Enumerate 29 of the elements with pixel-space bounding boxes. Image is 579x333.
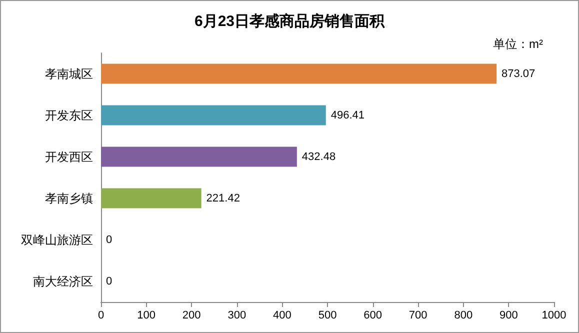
data-label: 0 [106,275,112,288]
y-tick-label: 孝南城区 [45,66,93,81]
data-label: 221.42 [206,192,240,204]
x-tick-label: 800 [454,310,473,322]
y-tick-label: 双峰山旅游区 [21,232,93,247]
text: 单位：m² [493,37,544,51]
x-tick-label: 200 [182,310,201,322]
x-tick-label: 700 [408,310,428,322]
x-tick-label: 300 [228,310,246,322]
x-tick-label: 600 [364,310,382,322]
bar [101,64,496,84]
data-label: 432.48 [302,150,336,163]
data-label: 873.07 [502,68,536,80]
x-tick-label: 900 [500,310,518,322]
y-tick-label: 孝南乡镇 [45,191,93,206]
y-tick-label: 开发西区 [45,150,93,164]
bar [101,188,202,208]
x-tick-label: 500 [318,310,337,322]
chart-title: 6月23日孝感商品房销售面积 [194,12,386,30]
x-tick-label: 1000 [542,310,566,322]
bar [101,146,297,167]
x-tick-label: 100 [137,310,156,322]
bar [101,105,326,126]
data-label: 496.41 [330,109,365,122]
x-tick-label: 0 [98,310,104,322]
y-tick-label: 开发东区 [45,108,93,122]
data-label: 0 [106,234,112,246]
x-tick-label: 400 [273,310,292,322]
y-tick-label: 南大经济区 [33,274,93,288]
